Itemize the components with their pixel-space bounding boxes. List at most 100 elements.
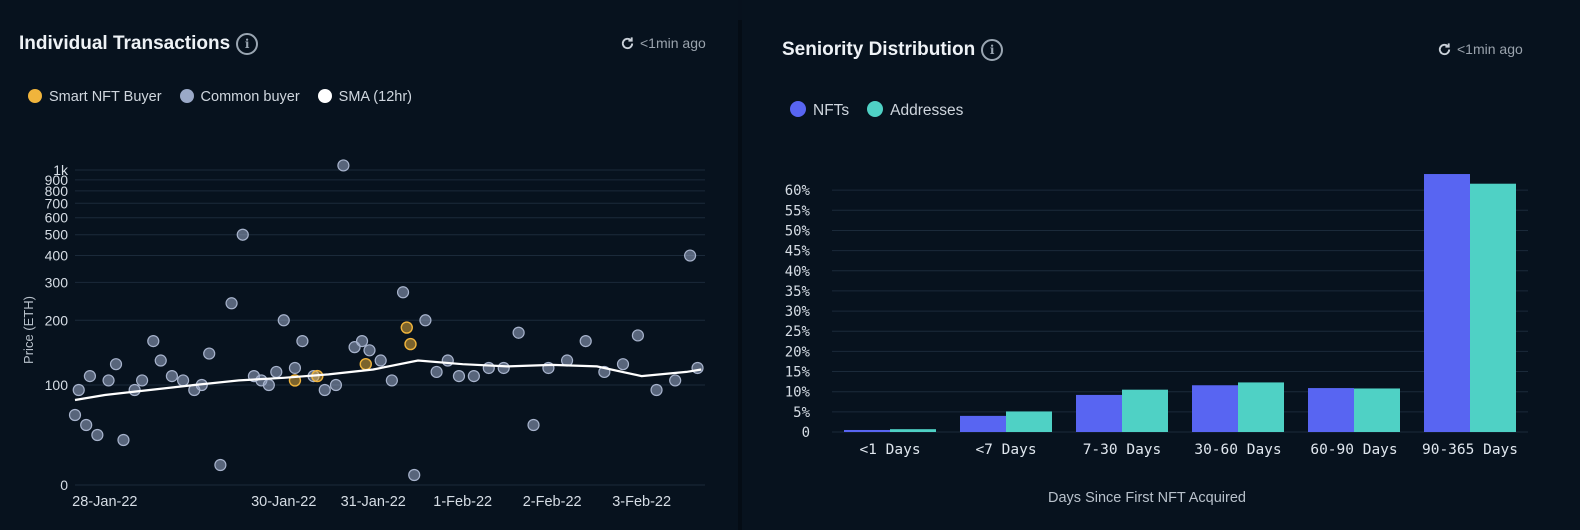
y-tick-label: 200 <box>45 312 69 328</box>
sma-line <box>74 359 702 402</box>
common-buyer-point <box>236 228 249 241</box>
y-tick-label: 0 <box>60 477 68 493</box>
common-buyer-point <box>296 335 309 348</box>
refresh-icon[interactable] <box>1437 42 1452 57</box>
refresh-icon[interactable] <box>620 36 635 51</box>
common-buyer-point <box>102 374 115 387</box>
common-buyer-point <box>225 297 238 310</box>
bar-addresses <box>1122 389 1168 432</box>
common-buyer-point <box>214 458 227 472</box>
common-buyer-point <box>396 286 410 299</box>
seniority-legend: NFTs Addresses <box>790 101 981 120</box>
common-buyer-point <box>527 418 540 432</box>
common-buyer-point <box>109 358 123 371</box>
legend-item-addresses[interactable]: Addresses <box>867 101 963 120</box>
common-buyer-point <box>430 365 443 379</box>
common-buyer-point <box>72 383 85 397</box>
updated-text: <1min ago <box>640 35 706 51</box>
legend-item-common-buyer[interactable]: Common buyer <box>179 89 300 105</box>
common-buyer-point <box>408 468 421 482</box>
x-axis-label: Days Since First NFT Acquired <box>1048 490 1246 506</box>
x-tick-label: 3-Feb-22 <box>612 494 671 510</box>
smart-buyer-point <box>400 321 413 334</box>
common-buyer-point <box>419 314 432 327</box>
common-buyer-point <box>270 365 283 379</box>
bar-nfts <box>960 415 1006 432</box>
legend-dot-common-buyer <box>179 89 194 103</box>
x-tick-label: 2-Feb-22 <box>523 494 582 510</box>
common-buyer-point <box>482 361 495 375</box>
y-tick-label: 500 <box>45 227 69 243</box>
common-buyer-point <box>288 361 302 375</box>
legend-label-addresses: Addresses <box>890 102 964 119</box>
smart-buyer-point <box>359 357 372 371</box>
transactions-title-row: Individual Transactions i <box>19 33 259 55</box>
y-tick-label: 50% <box>785 223 811 239</box>
common-buyer-point <box>337 159 350 172</box>
y-tick-label: 1k <box>53 162 69 178</box>
y-tick-label: 100 <box>45 377 69 393</box>
transactions-legend: Smart NFT Buyer Common buyer SMA (12hr) <box>28 89 430 105</box>
legend-label-nfts: NFTs <box>813 102 850 119</box>
y-tick-label: 0 <box>802 425 810 441</box>
x-tick-label: 30-Jan-22 <box>251 494 316 510</box>
common-buyer-point <box>154 354 167 367</box>
y-tick-label: 35% <box>785 284 811 300</box>
y-tick-label: 800 <box>45 183 69 199</box>
y-tick-label: 600 <box>45 210 69 226</box>
legend-dot-addresses <box>867 101 884 117</box>
legend-item-smart-buyer[interactable]: Smart NFT Buyer <box>28 89 162 105</box>
bar-addresses <box>1238 382 1284 432</box>
common-buyer-point <box>318 383 331 397</box>
common-buyer-point <box>147 335 160 348</box>
common-buyer-point <box>579 335 592 348</box>
common-buyer-point <box>136 374 149 387</box>
common-buyer-point <box>497 361 510 375</box>
bar-nfts <box>1076 394 1122 432</box>
common-buyer-point <box>91 428 104 442</box>
smart-buyer-point <box>404 337 417 351</box>
x-tick-label: 28-Jan-22 <box>72 494 137 510</box>
bar-nfts <box>844 429 890 432</box>
info-icon[interactable]: i <box>236 33 259 55</box>
y-tick-label: 25% <box>785 324 811 340</box>
y-tick-label: 20% <box>785 344 811 360</box>
transactions-updated: <1min ago <box>620 35 706 51</box>
y-tick-label: 45% <box>785 244 811 260</box>
bar-addresses <box>1006 411 1052 432</box>
common-buyer-point <box>683 249 697 262</box>
x-tick-label: <1 Days <box>859 442 920 458</box>
seniority-chart: 0 5% 10% 15% 20% 25% 30% 35% 40% 45% 50% 55% 60% <1 D… <box>785 174 1528 506</box>
common-buyer-point <box>616 358 630 371</box>
seniority-panel: Seniority Distribution i <1min ago NFTs Ad… <box>742 0 1580 530</box>
y-tick-label: 300 <box>45 274 69 290</box>
info-icon[interactable]: i <box>981 39 1004 61</box>
updated-text: <1min ago <box>1457 41 1523 57</box>
common-buyer-point <box>203 347 216 360</box>
common-buyer-point <box>385 374 398 387</box>
common-buyer-point <box>68 408 82 422</box>
legend-item-sma[interactable]: SMA (12hr) <box>317 89 412 105</box>
panel-divider <box>738 20 742 530</box>
transactions-panel: Individual Transactions i <1min ago Smart… <box>0 0 738 530</box>
common-buyer-point <box>650 383 663 397</box>
common-buyer-point <box>467 370 480 383</box>
x-tick-label: 60-90 Days <box>1310 442 1397 458</box>
y-tick-label: 400 <box>45 248 69 264</box>
legend-dot-smart-buyer <box>28 89 42 103</box>
y-tick-label: 15% <box>785 365 811 381</box>
y-tick-label: 5% <box>793 405 810 421</box>
bar-addresses <box>1354 388 1400 432</box>
common-buyer-point <box>355 335 369 348</box>
legend-item-nfts[interactable]: NFTs <box>790 101 849 120</box>
bar-nfts <box>1424 174 1470 432</box>
common-buyer-point <box>277 314 290 327</box>
common-buyer-point <box>512 326 525 339</box>
bar-nfts <box>1308 388 1354 432</box>
seniority-title-row: Seniority Distribution i <box>782 39 1004 61</box>
y-axis-label: Price (ETH) <box>21 296 36 364</box>
common-buyer-point <box>83 370 97 383</box>
common-buyer-point <box>117 433 130 447</box>
common-buyer-point <box>80 418 93 432</box>
